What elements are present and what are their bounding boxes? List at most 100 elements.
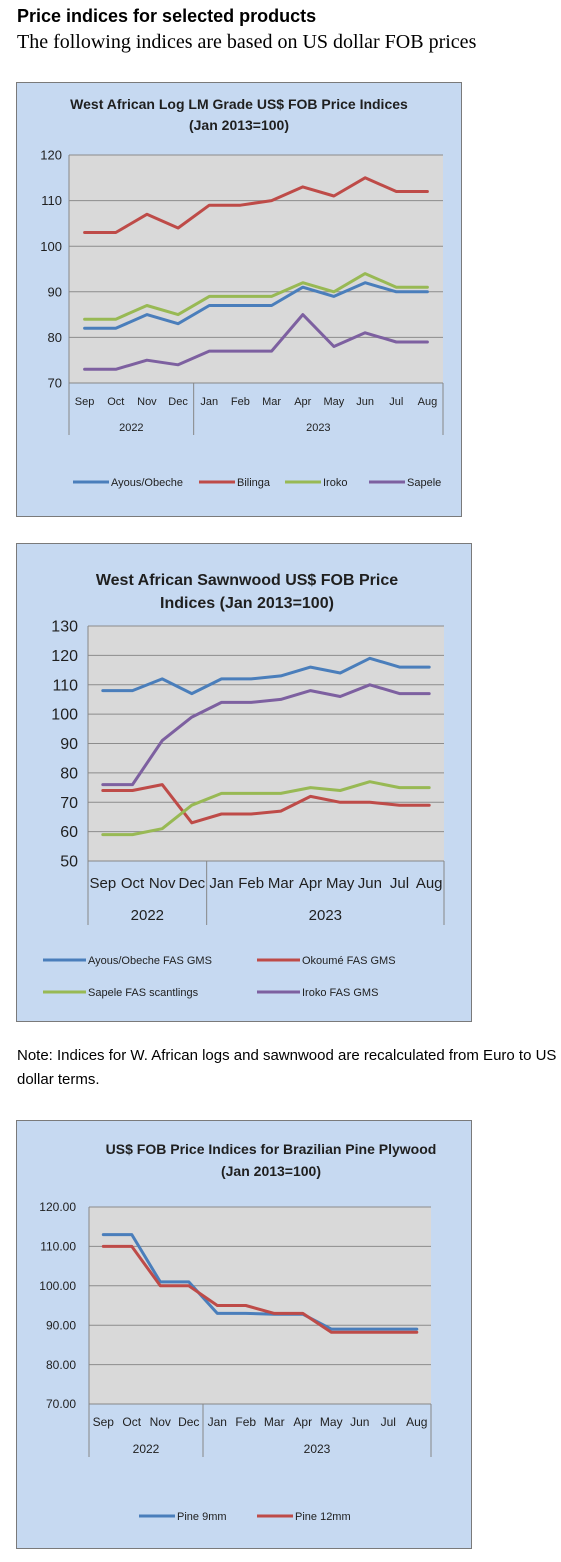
sawnwood-x-tick-label: Dec [178,875,205,892]
plywood-x-tick-label: Apr [293,1415,312,1429]
sawnwood-chart-title-line-2: Indices (Jan 2013=100) [160,595,334,612]
log-price-chart-svg: West African Log LM Grade US$ FOB Price … [40,96,444,489]
note-text: Note: Indices for W. African logs and sa… [17,1047,557,1088]
log-chart-title-line-2: (Jan 2013=100) [189,117,289,133]
sawnwood-x-tick-label: May [326,875,355,892]
plywood-x-tick-label: Mar [264,1415,285,1429]
log-x-tick-label: May [324,396,345,408]
plywood-series-pine-9mm [101,1233,419,1331]
plywood-x-tick-label: Jun [350,1415,369,1429]
sawnwood-year-label-2022: 2022 [131,907,164,924]
log-x-tick-label: Sep [75,396,95,408]
log-plot-area [69,155,443,383]
plywood-year-label-2022: 2022 [133,1442,160,1456]
log-x-tick-label: Nov [137,396,157,408]
log-y-tick-label: 120 [40,148,62,163]
sawnwood-series-iroko-fas-gms [101,683,431,787]
log-y-tick-label: 80 [48,330,62,345]
sawnwood-x-tick-label: Mar [268,875,294,892]
log-legend-label-ayous-obeche: Ayous/Obeche [111,477,183,489]
sawnwood-y-tick-label: 50 [60,854,78,871]
sawnwood-series-ayous-obeche-fas-gms [101,656,431,696]
log-series-bilinga [83,176,429,234]
plywood-legend-label-pine-9mm: Pine 9mm [177,1511,227,1523]
log-x-tick-label: Oct [107,396,124,408]
sawnwood-x-tick-label: Jun [358,875,382,892]
plywood-x-tick-label: Oct [122,1415,141,1429]
log-chart-title-line-1: West African Log LM Grade US$ FOB Price … [70,96,408,112]
sawnwood-x-tick-label: Jan [209,875,233,892]
log-series-sapele [83,313,429,371]
log-price-chart: West African Log LM Grade US$ FOB Price … [16,82,462,517]
plywood-legend-label-pine-12mm: Pine 12mm [295,1511,351,1523]
log-legend-label-iroko: Iroko [323,477,347,489]
plywood-x-tick-label: Jan [208,1415,227,1429]
sawnwood-price-chart-svg: West African Sawnwood US$ FOB Price Indic… [43,572,445,999]
sawnwood-legend-label-iroko-fas-gms: Iroko FAS GMS [302,987,378,999]
log-y-tick-label: 90 [48,284,62,299]
plywood-series-pine-12mm [101,1244,419,1334]
log-x-tick-label: Jan [200,396,218,408]
plywood-chart-title-line-2: (Jan 2013=100) [221,1163,321,1179]
log-y-tick-label: 110 [41,193,62,208]
sawnwood-x-tick-label: Aug [416,875,443,892]
plywood-price-chart: US$ FOB Price Indices for Brazilian Pine… [16,1120,472,1549]
page-heading: Price indices for selected products [17,6,317,26]
plywood-chart-title-line-1: US$ FOB Price Indices for Brazilian Pine… [106,1141,437,1157]
sawnwood-y-tick-label: 60 [60,824,78,841]
sawnwood-x-tick-label: Feb [238,875,264,892]
plywood-y-tick-label: 110.00 [40,1240,76,1254]
plywood-x-tick-label: Jul [381,1415,396,1429]
log-y-tick-label: 70 [48,376,62,391]
plywood-x-tick-label: Dec [178,1415,199,1429]
plywood-y-tick-label: 120.00 [39,1200,76,1214]
log-series-ayous-obeche [83,281,429,330]
sawnwood-y-tick-label: 90 [60,736,78,753]
sawnwood-y-tick-label: 70 [60,795,78,812]
sawnwood-y-tick-label: 80 [60,765,78,782]
log-x-tick-label: Dec [168,396,188,408]
sawnwood-legend-label-ayous-obeche-fas-gms: Ayous/Obeche FAS GMS [88,955,212,967]
sawnwood-x-tick-label: Jul [390,875,409,892]
plywood-price-chart-svg: US$ FOB Price Indices for Brazilian Pine… [39,1141,437,1523]
sawnwood-year-label-2023: 2023 [309,907,342,924]
sawnwood-series-okoum-fas-gms [101,783,431,825]
sawnwood-chart-title-line-1: West African Sawnwood US$ FOB Price [96,572,398,589]
sawnwood-y-tick-label: 130 [51,619,78,636]
log-series-iroko [83,272,429,321]
log-year-label-2023: 2023 [306,422,330,434]
sawnwood-y-tick-label: 120 [51,648,78,665]
sawnwood-x-tick-label: Oct [121,875,145,892]
plywood-x-tick-label: Aug [406,1415,427,1429]
sawnwood-legend-label-okoum-fas-gms: Okoumé FAS GMS [302,955,396,967]
sawnwood-y-tick-label: 100 [51,707,78,724]
plywood-y-tick-label: 100.00 [39,1279,76,1293]
log-x-tick-label: Mar [262,396,281,408]
log-x-tick-label: Aug [418,396,438,408]
sawnwood-x-tick-label: Nov [149,875,176,892]
plywood-y-tick-label: 80.00 [46,1358,76,1372]
plywood-year-label-2023: 2023 [304,1442,331,1456]
sawnwood-y-tick-label: 110 [52,677,78,694]
plywood-y-tick-label: 70.00 [46,1397,76,1411]
log-year-label-2022: 2022 [119,422,143,434]
plywood-x-tick-label: May [320,1415,343,1429]
plywood-x-tick-label: Sep [93,1415,115,1429]
sawnwood-x-tick-label: Sep [89,875,116,892]
sawnwood-legend-label-sapele-fas-scantlings: Sapele FAS scantlings [88,987,199,999]
log-x-tick-label: Jul [389,396,403,408]
sawnwood-price-chart: West African Sawnwood US$ FOB Price Indic… [16,543,472,1022]
plywood-y-tick-label: 90.00 [46,1318,76,1332]
log-x-tick-label: Jun [356,396,374,408]
log-y-tick-label: 100 [40,239,62,254]
plywood-x-tick-label: Nov [150,1415,171,1429]
log-x-tick-label: Feb [231,396,250,408]
log-x-tick-label: Apr [294,396,311,408]
sawnwood-x-tick-label: Apr [299,875,322,892]
log-legend-label-bilinga: Bilinga [237,477,271,489]
page-subheading: The following indices are based on US do… [17,31,477,53]
plywood-plot-area [89,1207,431,1404]
sawnwood-series-sapele-fas-scantlings [101,780,431,837]
log-legend-label-sapele: Sapele [407,477,441,489]
plywood-x-tick-label: Feb [235,1415,256,1429]
